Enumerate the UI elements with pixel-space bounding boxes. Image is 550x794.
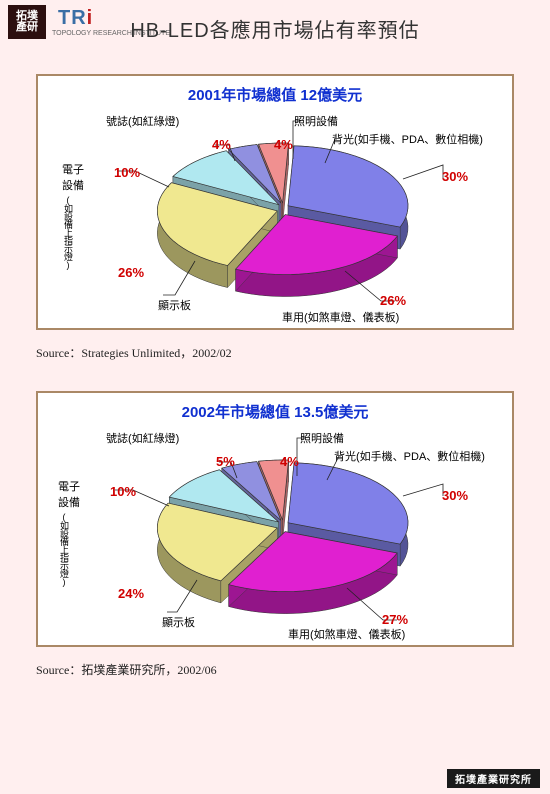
chart-2001-source: Source：Strategies Unlimited，2002/02 xyxy=(36,344,514,361)
pie-label: 照明設備 xyxy=(300,430,344,446)
chart-2002-title: 2002年市場總值 13.5億美元 xyxy=(44,401,506,422)
pie-label: 照明設備 xyxy=(294,113,338,129)
pie-percent: 26% xyxy=(118,265,144,280)
pie-label: 背光(如手機、PDA、數位相機) xyxy=(334,448,485,464)
pie-label: 顯示板 xyxy=(162,614,195,630)
page-title: HB-LED各應用市場佔有率預估 xyxy=(0,14,550,43)
chart-2001-title: 2001年市場總值 12億美元 xyxy=(44,84,506,105)
pie-label: 電子設備(如設備上指示燈) xyxy=(62,161,104,283)
pie-percent: 4% xyxy=(280,454,299,469)
pie-label: 背光(如手機、PDA、數位相機) xyxy=(332,131,483,147)
pie-percent: 27% xyxy=(382,612,408,627)
pie-label: 車用(如煞車燈、儀表板) xyxy=(282,309,399,325)
pie-label: 車用(如煞車燈、儀表板) xyxy=(288,626,405,642)
pie-label: 號誌(如紅綠燈) xyxy=(106,113,179,129)
pie-percent: 5% xyxy=(216,454,235,469)
pie-label: 電子設備(如設備上指示燈) xyxy=(58,478,100,600)
pie-percent: 10% xyxy=(110,484,136,499)
chart-2002-pie: 30%27%24%10%5%4%背光(如手機、PDA、數位相機)車用(如煞車燈、… xyxy=(44,426,506,636)
pie-percent: 10% xyxy=(114,165,140,180)
chart-2002-source: Source：拓墣產業研究所，2002/06 xyxy=(36,661,514,678)
footer-brand: 拓墣產業研究所 xyxy=(447,769,540,788)
pie-label: 號誌(如紅綠燈) xyxy=(106,430,179,446)
chart-2001: 2001年市場總值 12億美元 30% 26% 26% 10% 4% 4% 背光(如手機、P… xyxy=(36,74,514,330)
pie-percent: 30% xyxy=(442,169,468,184)
pie-label: 顯示板 xyxy=(158,297,191,313)
pie-percent: 24% xyxy=(118,586,144,601)
pie-percent: 4% xyxy=(212,137,231,152)
chart-2002: 2002年市場總值 13.5億美元 30% 27% 24% 10% 5% 4% 背光(如手機… xyxy=(36,391,514,647)
chart-2001-pie: 30%26%26%10%4%4%背光(如手機、PDA、數位相機)車用(如煞車燈、… xyxy=(44,109,506,319)
pie-percent: 30% xyxy=(442,488,468,503)
pie-percent: 4% xyxy=(274,137,293,152)
pie-percent: 26% xyxy=(380,293,406,308)
